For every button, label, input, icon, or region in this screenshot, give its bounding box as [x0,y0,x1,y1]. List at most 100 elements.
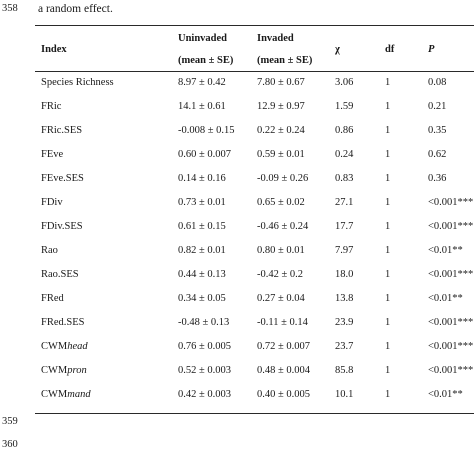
cell-p: <0.001*** [428,365,474,376]
cell-invaded: -0.42 ± 0.2 [257,269,304,280]
cell-index: FDiv.SES [41,221,83,232]
cell-p: <0.001*** [428,221,474,232]
cell-uninvaded: 0.52 ± 0.003 [178,365,232,376]
cell-df: 1 [385,101,391,112]
table-bottom-rule [35,413,474,414]
cell-index: FRed [41,293,64,304]
header-uninvaded-sub: (mean ± SE) [178,55,234,66]
cell-index: FRed.SES [41,317,85,328]
cell-p: 0.35 [428,125,447,136]
cell-p: 0.36 [428,173,447,184]
cell-df: 1 [385,197,391,208]
cell-chi: 7.97 [335,245,354,256]
cell-uninvaded: -0.48 ± 0.13 [178,317,230,328]
cell-uninvaded: 14.1 ± 0.61 [178,101,226,112]
cell-chi: 13.8 [335,293,354,304]
cell-chi: 85.8 [335,365,354,376]
cell-df: 1 [385,269,391,280]
cell-p: <0.001*** [428,269,474,280]
line-number: 360 [2,439,18,450]
cell-df: 1 [385,125,391,136]
cell-chi: 0.83 [335,173,354,184]
cell-uninvaded: 0.34 ± 0.05 [178,293,226,304]
cell-invaded: 0.22 ± 0.24 [257,125,305,136]
header-chi: χ [335,44,340,55]
cell-chi: 17.7 [335,221,354,232]
cell-chi: 23.7 [335,341,354,352]
cell-p: <0.001*** [428,317,474,328]
cell-index: Rao.SES [41,269,79,280]
line-number: 358 [2,3,18,14]
cell-chi: 23.9 [335,317,354,328]
cell-df: 1 [385,173,391,184]
cell-index-prefix: CWM [41,389,68,400]
cell-df: 1 [385,341,391,352]
header-p: P [428,44,435,55]
cell-df: 1 [385,149,391,160]
cell-invaded: 7.80 ± 0.67 [257,77,305,88]
cell-chi: 0.86 [335,125,354,136]
cell-invaded: 0.80 ± 0.01 [257,245,305,256]
cell-chi: 10.1 [335,389,354,400]
cell-index: FRic.SES [41,125,83,136]
cell-uninvaded: 0.82 ± 0.01 [178,245,226,256]
cell-invaded: -0.46 ± 0.24 [257,221,309,232]
cell-uninvaded: 0.73 ± 0.01 [178,197,226,208]
cell-uninvaded: -0.008 ± 0.15 [178,125,235,136]
cell-index: Species Richness [41,77,114,88]
cell-df: 1 [385,365,391,376]
header-uninvaded: Uninvaded [178,33,228,44]
cell-chi: 0.24 [335,149,354,160]
cell-index-suffix: pron [67,365,87,376]
header-invaded-sub: (mean ± SE) [257,55,313,66]
cell-index: Rao [41,245,58,256]
header-df: df [385,44,395,55]
header-index: Index [41,44,67,55]
header-invaded: Invaded [257,33,294,44]
cell-uninvaded: 8.97 ± 0.42 [178,77,226,88]
cell-df: 1 [385,293,391,304]
cell-p: <0.01** [428,245,463,256]
cell-df: 1 [385,317,391,328]
cell-chi: 1.59 [335,101,354,112]
cell-index: CWMhead [41,341,88,352]
cell-invaded: 0.72 ± 0.007 [257,341,311,352]
cell-chi: 27.1 [335,197,354,208]
cell-invaded: 0.40 ± 0.005 [257,389,311,400]
cell-df: 1 [385,77,391,88]
cell-invaded: 0.27 ± 0.04 [257,293,305,304]
cell-p: <0.01** [428,293,463,304]
cell-p: <0.01** [428,389,463,400]
cell-invaded: 0.59 ± 0.01 [257,149,305,160]
cell-index: FEve.SES [41,173,84,184]
cell-index: CWMpron [41,365,87,376]
cell-invaded: 12.9 ± 0.97 [257,101,305,112]
cell-df: 1 [385,389,391,400]
cell-df: 1 [385,221,391,232]
cell-df: 1 [385,245,391,256]
cell-uninvaded: 0.60 ± 0.007 [178,149,232,160]
cell-index-prefix: CWM [41,365,68,376]
cell-p: <0.001*** [428,341,474,352]
cell-index-suffix: head [67,341,88,352]
cell-chi: 18.0 [335,269,354,280]
cell-uninvaded: 0.42 ± 0.003 [178,389,232,400]
cell-uninvaded: 0.44 ± 0.13 [178,269,226,280]
cell-index-prefix: CWM [41,341,68,352]
cell-invaded: -0.11 ± 0.14 [257,317,308,328]
cell-p: 0.62 [428,149,447,160]
cell-p: <0.001*** [428,197,474,208]
cell-index: CWMmand [41,389,91,400]
cell-index: FRic [41,101,62,112]
cell-uninvaded: 0.14 ± 0.16 [178,173,226,184]
cell-chi: 3.06 [335,77,354,88]
cell-index: FEve [41,149,64,160]
cell-uninvaded: 0.76 ± 0.005 [178,341,232,352]
cell-p: 0.21 [428,101,447,112]
cell-p: 0.08 [428,77,447,88]
table-header-rule [35,71,474,72]
cell-index: FDiv [41,197,63,208]
cell-index-suffix: mand [67,389,91,400]
caption-text: a random effect. [38,3,113,15]
table-top-rule [35,25,474,26]
